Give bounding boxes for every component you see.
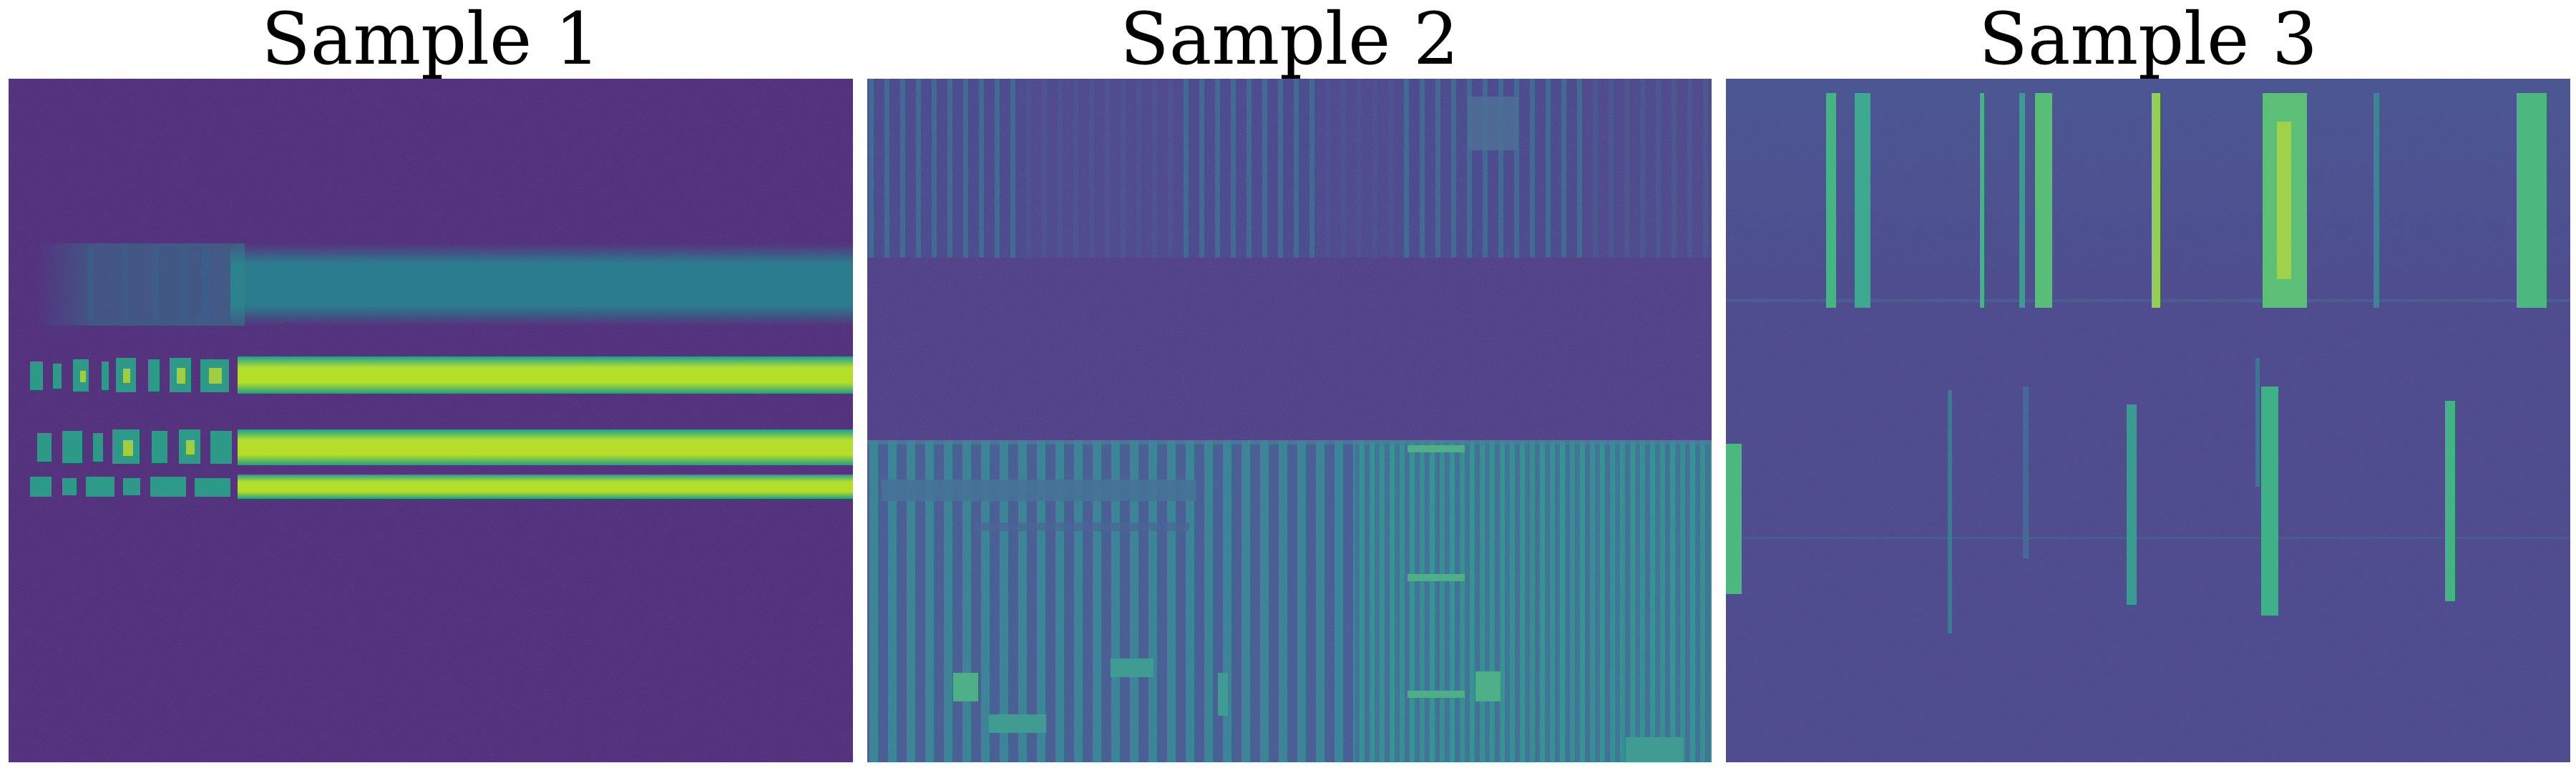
spectrogram-image <box>9 79 853 762</box>
spectrogram-image <box>1726 79 2570 762</box>
panel-sample-2: Sample 2 <box>867 0 1712 773</box>
panel-sample-3: Sample 3 <box>1726 0 2570 773</box>
panel-title: Sample 2 <box>1120 0 1459 81</box>
panel-sample-1: Sample 1 <box>9 0 853 773</box>
panel-title: Sample 3 <box>1979 0 2318 81</box>
panel-title: Sample 1 <box>261 0 600 81</box>
spectrogram-image <box>867 79 1712 762</box>
